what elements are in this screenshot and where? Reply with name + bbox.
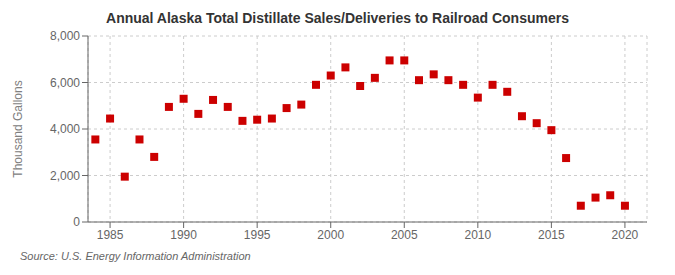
- svg-text:4,000: 4,000: [50, 122, 80, 136]
- html-text:Annual Alaska Total Distillate: Annual Alaska Total Distillate Sales/Del…: [106, 10, 569, 26]
- svg-text:2005: 2005: [391, 228, 418, 242]
- svg-text:0: 0: [73, 215, 80, 229]
- svg-text:2000: 2000: [317, 228, 344, 242]
- svg-text:1990: 1990: [170, 228, 197, 242]
- svg-text:2,000: 2,000: [50, 169, 80, 183]
- svg-text:1985: 1985: [97, 228, 124, 242]
- svg-text:2015: 2015: [538, 228, 565, 242]
- svg-text:Thousand Gallons: Thousand Gallons: [11, 80, 25, 177]
- svg-text:1995: 1995: [244, 228, 271, 242]
- svg-text:6,000: 6,000: [50, 76, 80, 90]
- svg-text:2010: 2010: [464, 228, 491, 242]
- svg-text:8,000: 8,000: [50, 29, 80, 43]
- html-text:Source: U.S. Energy Informatio: Source: U.S. Energy Information Administ…: [20, 250, 251, 262]
- svg-text:2020: 2020: [612, 228, 639, 242]
